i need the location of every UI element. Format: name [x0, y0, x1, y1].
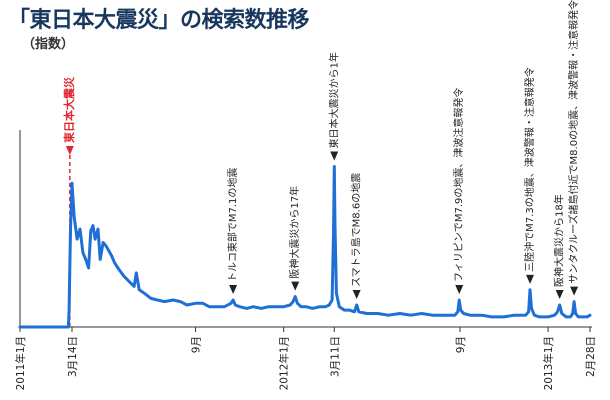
x-tick-label: 9月 [191, 336, 203, 353]
annotation-label: 阪神大震災から18年 [553, 194, 566, 287]
annotation-marker [352, 290, 361, 300]
annotation-marker [330, 151, 339, 161]
x-tick-label: 9月 [455, 336, 467, 353]
series-line [18, 165, 592, 329]
annotation-marker [455, 284, 464, 294]
x-tick-label: 3月11日 [329, 336, 341, 377]
x-tick-label: 3月14日 [67, 336, 79, 377]
annotation-label: サンタクルーズ諸島付近でM8.0の地震、津波警報・注意報発令 [567, 0, 580, 284]
annotation-label: フィリピンでM7.9の地震、津波注意報発令 [452, 88, 465, 282]
annotation-marker [570, 286, 579, 296]
annotation-label: 阪神大震災から17年 [288, 186, 301, 279]
annotation-marker [291, 281, 300, 291]
annotation-marker [65, 146, 74, 155]
annotation-label: 三陸沖でM7.3の地震、津波警報・注意報発令 [523, 67, 536, 272]
annotation-label: 東日本大震災 [62, 76, 76, 143]
annotation-marker [526, 274, 535, 284]
x-tick-label: 2012年1月 [278, 336, 291, 390]
x-tick-label: 2011年1月 [14, 336, 27, 390]
annotation-label: トルコ東部でM7.1の地震 [226, 168, 239, 282]
annotation-marker [555, 290, 564, 300]
x-tick-label: 2013年1月 [542, 336, 555, 390]
annotation-marker [229, 284, 238, 294]
chart-title: 「東日本大震災」の検索数推移 [8, 8, 310, 33]
x-tick-label: 2月28日 [585, 336, 597, 377]
annotation-label: 東日本大震災から1年 [327, 52, 340, 148]
annotation-label: スマトラ島でM8.6の地震 [350, 173, 363, 287]
y-axis-unit-label: （指数） [22, 37, 75, 52]
